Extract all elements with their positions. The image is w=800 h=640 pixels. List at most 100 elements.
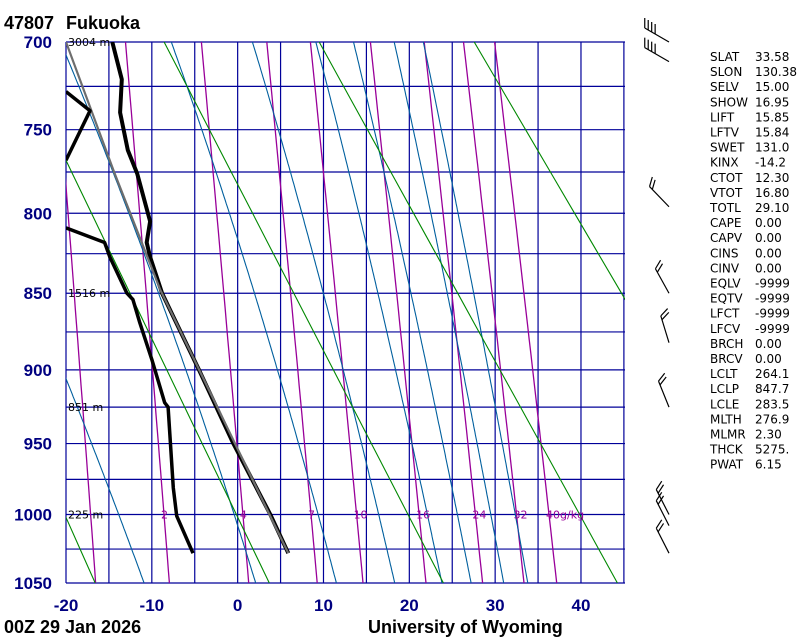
pressure-tick-label: 850 [24, 284, 52, 303]
temperature-tick-label: 0 [233, 596, 242, 615]
index-label: LCLT [710, 367, 738, 381]
wind-barb-shaft [655, 489, 670, 515]
index-value: 847.7 [755, 382, 789, 396]
temperature-tick-label: 40 [572, 596, 591, 615]
mixing-ratio-line [423, 42, 484, 583]
dry-adiabat [318, 42, 618, 583]
mixing-ratio-line [124, 42, 171, 583]
temperature-tick-label: 10 [314, 596, 333, 615]
index-label: LFTV [710, 126, 740, 140]
temperature-tick-label: 20 [400, 596, 419, 615]
wind-barb-feather [657, 523, 665, 533]
mixing-ratio-label: 2 [161, 509, 168, 522]
index-value: -9999 [755, 322, 790, 336]
mixing-ratio-label: 7 [308, 509, 315, 522]
index-label: EQTV [710, 292, 743, 306]
wind-barb [655, 519, 670, 554]
mixing-ratio-label: 32 [514, 509, 528, 522]
wind-barb-shaft [655, 500, 670, 526]
index-label: VTOT [710, 186, 743, 200]
index-label: SLON [710, 65, 742, 79]
index-label: CINV [710, 261, 740, 275]
index-value: 0.00 [755, 231, 782, 245]
moist-adiabat [66, 377, 145, 583]
index-label: SELV [710, 80, 740, 94]
wind-barb-feather [656, 263, 664, 273]
wind-barb [644, 37, 670, 63]
mixing-ratio-line [493, 42, 558, 583]
mixing-ratio-line [266, 42, 318, 583]
index-label: LFCT [710, 307, 740, 321]
dewpoint-profile [66, 226, 195, 554]
wind-barb-feather [659, 376, 667, 386]
profiles [66, 42, 291, 555]
index-value: 6.15 [755, 458, 782, 472]
labels: 700 750 800 850 900 950 1000 1050-20 -10 0 10 20 30 4… [14, 33, 590, 615]
index-label: CAPV [710, 231, 743, 245]
grid [65, 41, 625, 584]
index-value: 2.30 [755, 428, 782, 442]
index-label: LCLE [710, 397, 739, 411]
index-label: LFCV [710, 322, 741, 336]
wind-barbs [644, 18, 670, 554]
wind-barb-feather [651, 179, 656, 190]
index-label: CTOT [710, 171, 743, 185]
moist-adiabat [422, 42, 529, 583]
station-name: Fukuoka [66, 13, 141, 33]
height-label: 1516 m [68, 287, 110, 300]
index-value: 0.00 [755, 352, 782, 366]
moist-adiabat [352, 42, 472, 583]
wind-barb [648, 176, 670, 208]
wind-barb [657, 372, 670, 408]
mixing-ratio-line [66, 177, 97, 583]
temperature-tick-label: 30 [486, 596, 505, 615]
mixing-ratio-line [200, 42, 250, 583]
temperature-tick-label: -10 [140, 596, 165, 615]
pressure-tick-label: 1050 [14, 574, 52, 593]
parcel-path [66, 42, 290, 554]
wind-barb-shaft [644, 47, 670, 63]
wind-barb-shaft [654, 268, 670, 294]
index-label: SHOW [710, 95, 748, 109]
wind-barb-shaft [660, 315, 670, 343]
index-label: TOTL [709, 201, 741, 215]
index-label: CAPE [710, 216, 741, 230]
wind-barb [644, 18, 670, 43]
wind-barb-feather [648, 176, 653, 187]
index-value: 16.95 [755, 95, 789, 109]
index-label: MLTH [710, 412, 742, 426]
index-value: 15.00 [755, 80, 789, 94]
moist-adiabat [66, 53, 257, 583]
pressure-tick-label: 800 [24, 204, 52, 223]
index-value: 29.10 [755, 201, 789, 215]
wind-barb-feather [655, 519, 663, 529]
height-label: 225 m [68, 509, 103, 522]
moist-adiabat [251, 42, 396, 583]
index-value: 12.30 [755, 171, 789, 185]
index-value: 33.58 [755, 50, 789, 64]
wind-barb-shaft [649, 186, 670, 208]
dewpoint-profile-upper [66, 90, 92, 161]
wind-barb-feather [657, 495, 665, 505]
index-value: 264.1 [755, 367, 789, 381]
pressure-tick-label: 950 [24, 435, 52, 454]
wind-barb-feather [657, 484, 665, 494]
index-value: 0.00 [755, 261, 782, 275]
wind-barb-feather [660, 308, 669, 317]
index-label: PWAT [710, 458, 744, 472]
index-value: 276.9 [755, 412, 789, 426]
index-value: -9999 [755, 292, 790, 306]
wind-barb [654, 259, 670, 294]
moist-adiabat [170, 42, 337, 583]
mixing-ratio-line [309, 42, 364, 583]
mixing-ratio-label: 16 [416, 509, 430, 522]
reference-lines [66, 42, 625, 583]
wind-barb [660, 308, 670, 343]
wind-barb-feather [655, 480, 663, 490]
mixing-ratio-line [369, 42, 427, 583]
wind-barb-feather [661, 311, 670, 321]
height-label: 851 m [68, 401, 103, 414]
mixing-ratio-label: 4 [240, 509, 247, 522]
stability-indices: SLAT 33.58 SLON 130.38 SELV 15.00 SHOW 16.95 LIF… [709, 50, 797, 472]
index-label: MLMR [710, 428, 746, 442]
